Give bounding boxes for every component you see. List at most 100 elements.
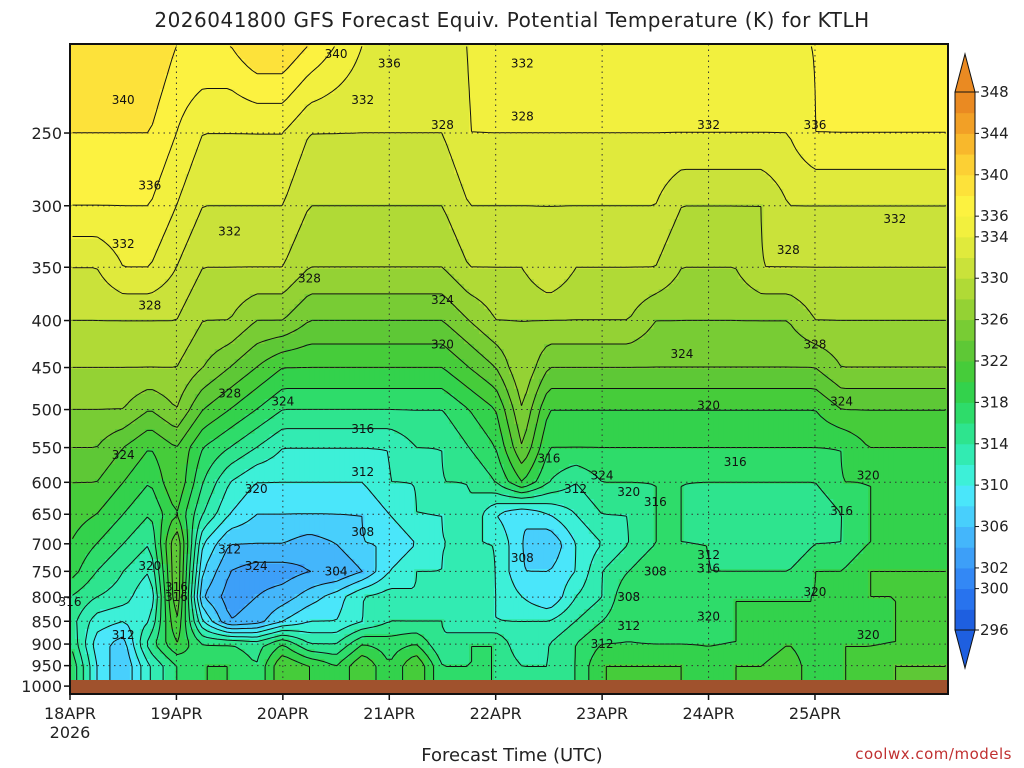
heat-cell xyxy=(623,79,630,85)
heat-cell xyxy=(773,164,779,170)
heat-cell xyxy=(504,164,510,170)
heat-cell xyxy=(938,119,944,125)
heat-cell xyxy=(464,124,470,130)
heat-cell xyxy=(788,119,794,125)
heat-cell xyxy=(878,154,884,160)
heat-cell xyxy=(474,124,480,130)
heat-cell xyxy=(818,54,824,60)
heat-cell xyxy=(84,44,91,50)
heat-cell xyxy=(189,114,196,120)
heat-cell xyxy=(793,59,799,65)
heat-cell xyxy=(783,44,789,50)
heat-cell xyxy=(698,109,705,115)
heat-cell xyxy=(134,94,141,100)
heat-cell xyxy=(494,74,500,80)
heat-cell xyxy=(484,119,490,125)
heat-cell xyxy=(239,159,246,165)
heat-cell xyxy=(494,159,500,165)
heat-cell xyxy=(613,64,620,70)
heat-cell xyxy=(788,134,794,140)
heat-cell xyxy=(444,169,450,175)
heat-cell xyxy=(144,104,151,110)
heat-cell xyxy=(409,154,415,160)
heat-cell xyxy=(848,64,854,70)
heat-cell xyxy=(429,69,435,75)
heat-cell xyxy=(169,99,176,105)
heat-cell xyxy=(523,94,530,100)
heat-cell xyxy=(164,84,171,90)
heat-cell xyxy=(419,164,425,170)
heat-cell xyxy=(509,169,515,175)
heat-cell xyxy=(603,169,610,175)
heat-cell xyxy=(838,79,844,85)
heat-cell xyxy=(264,169,271,175)
heat-cell xyxy=(79,49,86,55)
heat-cell xyxy=(603,134,610,140)
heat-cell xyxy=(878,44,884,50)
heat-cell xyxy=(424,104,430,110)
heat-cell xyxy=(374,84,380,90)
heat-cell xyxy=(399,119,405,125)
heat-cell xyxy=(668,69,675,75)
heat-cell xyxy=(369,104,375,110)
heat-cell xyxy=(808,59,814,65)
heat-cell xyxy=(239,174,246,180)
heat-cell xyxy=(354,59,360,65)
heat-cell xyxy=(174,114,181,120)
heat-cell xyxy=(189,89,196,95)
heat-cell xyxy=(159,74,166,80)
heat-cell xyxy=(239,54,246,60)
heat-cell xyxy=(838,134,844,140)
heat-cell xyxy=(538,84,545,90)
heat-cell xyxy=(274,149,281,155)
heat-cell xyxy=(224,94,231,100)
heat-cell xyxy=(908,89,914,95)
heat-cell xyxy=(798,174,804,180)
heat-cell xyxy=(683,159,690,165)
heat-cell xyxy=(703,139,710,145)
heat-cell xyxy=(548,119,555,125)
heat-cell xyxy=(613,49,620,55)
heat-cell xyxy=(568,154,575,160)
heat-cell xyxy=(299,164,306,170)
heat-cell xyxy=(504,134,510,140)
heat-cell xyxy=(743,59,750,65)
heat-cell xyxy=(204,134,211,140)
heat-cell xyxy=(159,69,166,75)
heat-cell xyxy=(334,74,340,80)
heat-cell xyxy=(933,64,939,70)
heat-cell xyxy=(89,64,96,70)
heat-cell xyxy=(818,174,824,180)
heat-cell xyxy=(434,154,440,160)
heat-cell xyxy=(409,64,415,70)
heat-cell xyxy=(504,109,510,115)
heat-cell xyxy=(334,119,340,125)
heat-cell xyxy=(124,179,131,185)
heat-cell xyxy=(129,159,136,165)
heat-cell xyxy=(923,79,929,85)
heat-cell xyxy=(239,89,246,95)
heat-cell xyxy=(673,49,680,55)
heat-cell xyxy=(374,44,380,50)
heat-cell xyxy=(728,79,735,85)
heat-cell xyxy=(568,139,575,145)
heat-cell xyxy=(374,119,380,125)
heat-cell xyxy=(389,149,395,155)
heat-cell xyxy=(154,94,161,100)
heat-cell xyxy=(798,159,804,165)
heat-cell xyxy=(748,114,755,120)
heat-cell xyxy=(563,59,570,65)
heat-cell xyxy=(523,54,530,60)
heat-cell xyxy=(593,99,600,105)
heat-cell xyxy=(384,119,390,125)
heat-cell xyxy=(563,109,570,115)
heat-cell xyxy=(773,129,779,135)
heat-cell xyxy=(773,69,779,75)
heat-cell xyxy=(768,169,774,175)
heat-cell xyxy=(419,139,425,145)
heat-cell xyxy=(74,109,81,115)
heat-cell xyxy=(209,64,216,70)
heat-cell xyxy=(848,154,854,160)
heat-cell xyxy=(399,64,405,70)
heat-cell xyxy=(928,49,934,55)
